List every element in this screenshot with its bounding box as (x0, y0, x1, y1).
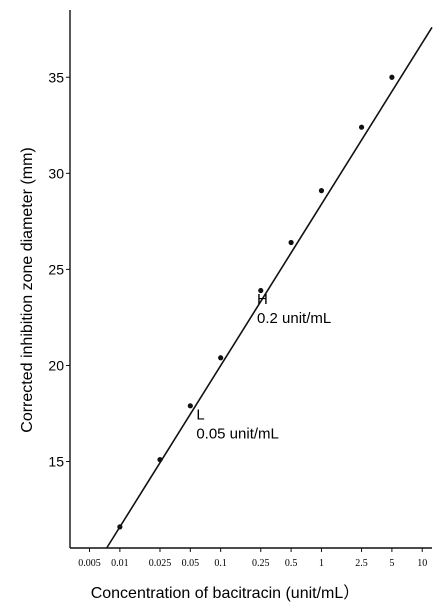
fit-line (106, 26, 433, 549)
data-point (117, 524, 123, 530)
annotations: H 0.2 unit/mL L 0.05 unit/mL (196, 291, 331, 442)
y-tick-label: 35 (48, 69, 64, 85)
y-axis-label: Corrected inhibition zone diameter (mm) (19, 147, 36, 432)
data-point (318, 188, 325, 194)
y-tick-label: 25 (48, 261, 64, 277)
annotation-H-letter: H (257, 291, 268, 308)
data-point (389, 74, 395, 80)
data-point (157, 457, 163, 463)
x-tick-label: 5 (389, 558, 394, 569)
x-tick-label: 0.01 (111, 558, 129, 569)
annotation-L-text: 0.05 unit/mL (196, 425, 279, 442)
x-tick-label: 10 (417, 558, 427, 569)
x-tick-label: 1 (319, 558, 324, 569)
x-tick-label: 2.5 (355, 558, 368, 569)
x-tick-label: 0.25 (252, 558, 270, 569)
x-tick-label: 0.025 (149, 558, 172, 569)
annotation-H-text: 0.2 unit/mL (257, 310, 331, 327)
y-tick-label: 30 (48, 165, 64, 181)
data-points (117, 74, 395, 530)
y-ticks: 15 20 25 30 35 (48, 69, 70, 470)
x-tick-label: 0.5 (285, 558, 298, 569)
data-point (187, 403, 193, 409)
x-ticks: 0.005 0.01 0.025 0.05 0.1 0.25 0.5 1 2.5 5 10 (78, 548, 427, 569)
y-tick-label: 15 (48, 454, 64, 470)
data-point (358, 124, 365, 130)
x-axis-label: Concentration of bacitracin (unit/mL） (91, 584, 360, 602)
fit-line-group (106, 26, 433, 549)
x-tick-label: 0.05 (182, 558, 200, 569)
annotation-L-letter: L (196, 406, 204, 423)
data-point (288, 239, 294, 246)
axes (69, 10, 432, 549)
data-point (258, 287, 264, 294)
x-tick-label: 0.1 (214, 558, 227, 569)
data-point (218, 355, 224, 361)
y-tick-label: 20 (48, 357, 64, 373)
x-tick-label: 0.005 (78, 558, 101, 569)
